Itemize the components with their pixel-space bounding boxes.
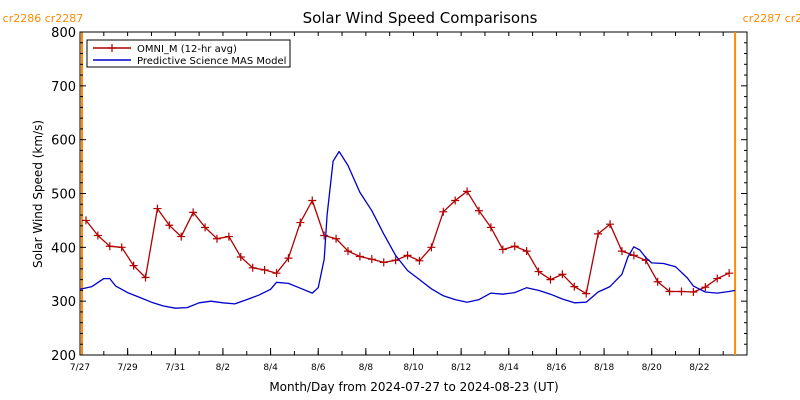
data-point (546, 275, 555, 284)
x-tick-label: 8/2 (216, 363, 230, 373)
data-point (165, 221, 174, 230)
data-point (224, 232, 233, 241)
data-point (606, 220, 615, 229)
data-point (189, 208, 198, 217)
data-point (510, 242, 519, 251)
carrington-label: cr2286 cr2287 (3, 12, 84, 25)
data-point (713, 274, 722, 283)
x-tick-label: 8/16 (546, 363, 566, 373)
data-point (284, 254, 293, 263)
x-tick-label: 7/31 (165, 363, 185, 373)
data-point (105, 242, 114, 251)
data-point (236, 253, 245, 262)
y-tick-label: 300 (51, 295, 76, 310)
y-tick-label: 700 (51, 80, 76, 95)
data-point (308, 196, 317, 205)
y-axis: 200 300 400 500 600 700 800 (51, 26, 747, 364)
data-point (498, 245, 507, 254)
data-point (594, 229, 603, 238)
series-line-omni (85, 190, 730, 295)
data-point (343, 247, 352, 256)
data-point (689, 288, 698, 297)
data-point (475, 206, 484, 215)
carrington-marker-right: cr2287 cr2288 (734, 12, 800, 355)
data-point (248, 263, 257, 272)
y-tick-label: 800 (51, 26, 76, 41)
data-point (617, 247, 626, 256)
data-point (212, 234, 221, 243)
data-point (332, 234, 341, 243)
x-tick-label: 8/14 (499, 363, 519, 373)
data-point (570, 282, 579, 291)
data-point (117, 243, 126, 252)
data-point (320, 231, 329, 240)
data-point (415, 256, 424, 265)
chart-title: Solar Wind Speed Comparisons (303, 9, 538, 27)
data-point (177, 232, 186, 241)
data-point (701, 283, 710, 292)
legend-box (86, 39, 291, 68)
carrington-label: cr2287 cr2288 (743, 12, 800, 25)
x-tick-label: 8/22 (689, 363, 709, 373)
data-point (201, 223, 210, 232)
y-tick-label: 500 (51, 188, 76, 203)
data-point (665, 287, 674, 296)
data-point (451, 196, 460, 205)
x-tick-label: 8/18 (594, 363, 614, 373)
data-point (93, 231, 102, 240)
data-point (403, 251, 412, 260)
y-tick-label: 400 (51, 241, 76, 256)
data-point (486, 223, 495, 232)
data-point (141, 273, 150, 282)
plot-frame (79, 31, 748, 356)
legend-label: Predictive Science MAS Model (137, 56, 286, 67)
data-point (427, 243, 436, 252)
data-point (725, 269, 734, 278)
y-tick-label: 200 (51, 349, 76, 364)
data-point (522, 247, 531, 256)
x-tick-label: 8/6 (311, 363, 326, 373)
x-tick-label: 8/12 (451, 363, 471, 373)
data-point (558, 270, 567, 279)
legend-marker (108, 44, 116, 52)
x-tick-label: 8/20 (642, 363, 662, 373)
x-tick-label: 8/8 (359, 363, 374, 373)
data-point (439, 207, 448, 216)
data-point (260, 265, 269, 274)
data-point (582, 289, 591, 298)
data-point (629, 251, 638, 260)
data-point (355, 252, 364, 261)
data-point (653, 277, 662, 286)
y-tick-label: 600 (51, 134, 76, 149)
x-axis-label: Month/Day from 2024-07-27 to 2024-08-23 … (269, 380, 558, 394)
x-axis: 7/27 7/29 7/31 8/2 8/4 8/6 8/8 8/10 8/12 8/14 8/16… (70, 32, 748, 373)
data-point (81, 216, 90, 225)
data-point (296, 218, 305, 227)
data-point (391, 256, 400, 265)
series-layer (79, 150, 736, 309)
data-point (534, 267, 543, 276)
legend-label: OMNI_M (12-hr avg) (137, 44, 237, 55)
data-point (272, 269, 281, 278)
data-point (379, 258, 388, 267)
series-line-mas-model (79, 150, 736, 309)
data-point (153, 204, 162, 213)
x-tick-label: 8/10 (403, 363, 423, 373)
x-tick-label: 8/4 (263, 363, 278, 373)
data-point (129, 261, 138, 270)
data-point (677, 287, 686, 296)
x-tick-label: 7/29 (118, 363, 138, 373)
data-point (463, 187, 472, 196)
y-axis-label: Solar Wind Speed (km/s) (31, 120, 45, 268)
data-point (367, 255, 376, 264)
x-tick-label: 7/27 (70, 363, 90, 373)
legend: OMNI_M (12-hr avg)Predictive Science MAS… (86, 39, 291, 68)
